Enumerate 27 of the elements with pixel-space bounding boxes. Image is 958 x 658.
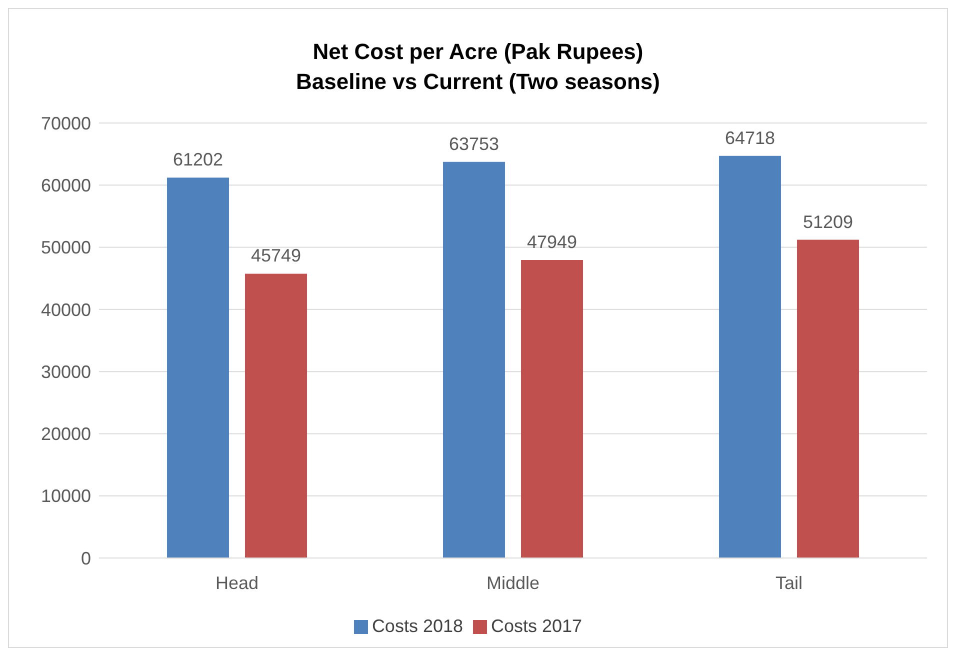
bar (443, 162, 505, 558)
data-label: 63753 (448, 134, 500, 154)
x-tick-label: Middle (486, 572, 540, 593)
bar (245, 274, 307, 558)
chart-title: Net Cost per Acre (Pak Rupees) (312, 38, 644, 66)
y-tick-label: 0 (80, 548, 91, 568)
y-tick-label: 40000 (40, 300, 91, 320)
bar (521, 260, 583, 558)
data-label: 47949 (526, 232, 578, 252)
y-tick-label: 10000 (40, 486, 91, 506)
data-label: 61202 (172, 150, 224, 170)
chart-subtitle: Baseline vs Current (Two seasons) (295, 68, 661, 96)
y-tick-label: 50000 (40, 238, 91, 258)
legend-label: Costs 2018 (372, 616, 463, 636)
y-tick-label: 30000 (40, 362, 91, 382)
data-label: 51209 (802, 212, 854, 232)
bar (719, 156, 781, 558)
y-tick-label: 60000 (40, 176, 91, 196)
x-tick-label: Head (215, 572, 259, 593)
data-label: 64718 (724, 128, 776, 148)
x-tick-label: Tail (775, 572, 803, 593)
bar (167, 178, 229, 558)
bar (797, 240, 859, 558)
legend-label: Costs 2017 (491, 616, 582, 636)
y-tick-label: 20000 (40, 424, 91, 444)
y-tick-label: 70000 (40, 113, 91, 134)
data-label: 45749 (250, 246, 302, 266)
